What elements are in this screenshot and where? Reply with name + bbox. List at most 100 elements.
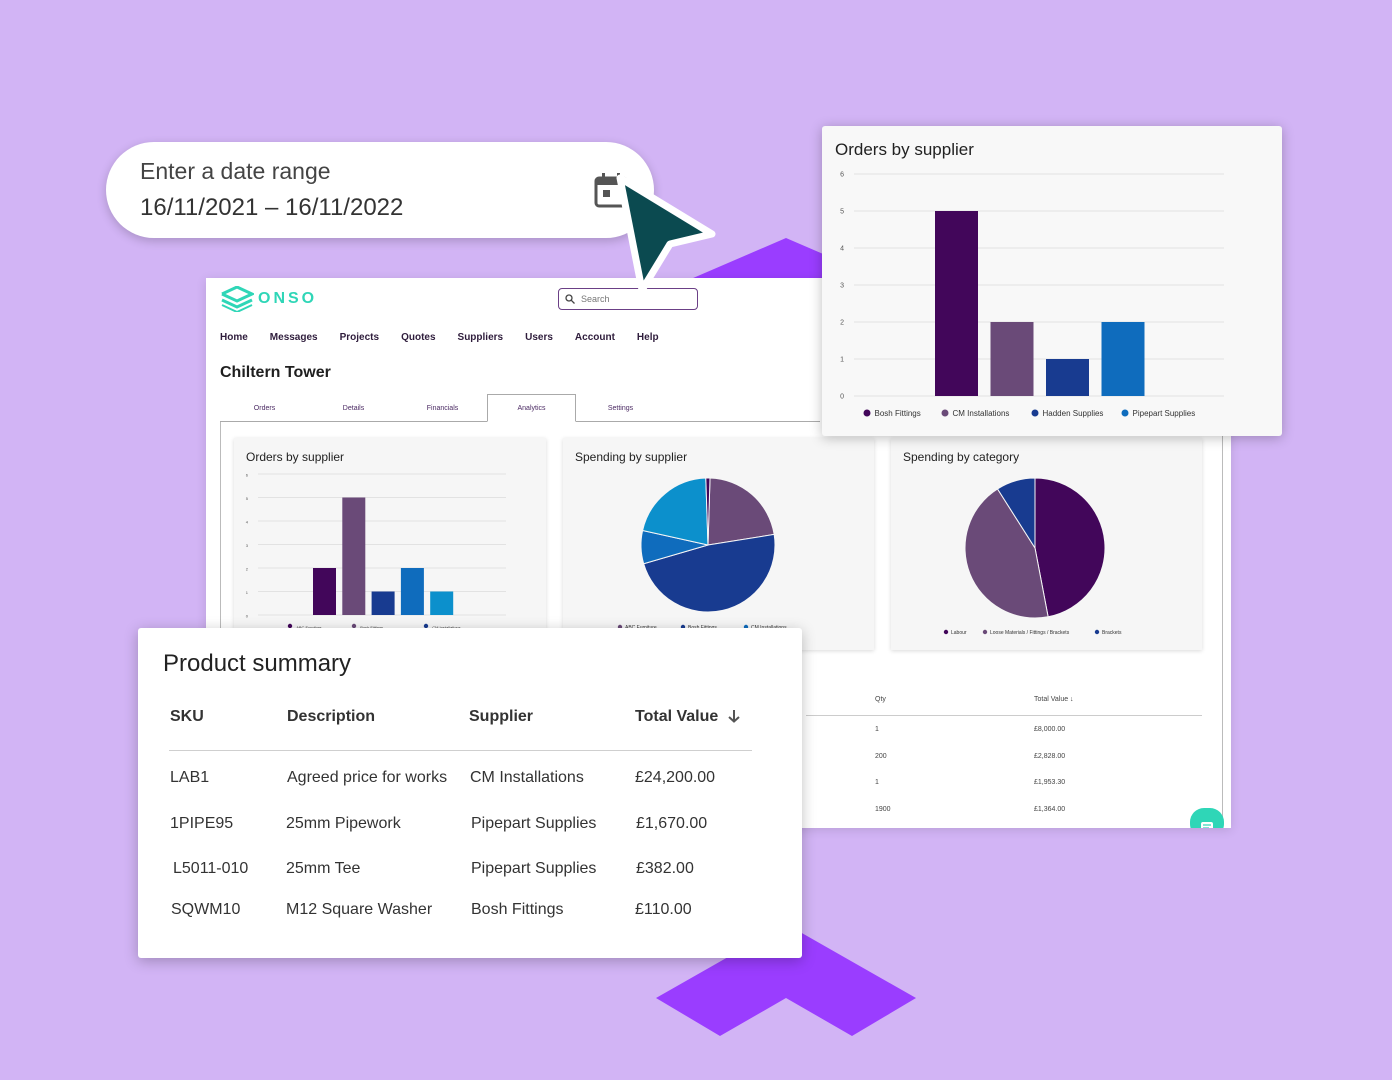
column-header-sku[interactable]: SKU (170, 708, 204, 725)
tab-settings[interactable]: Settings (607, 404, 634, 412)
bar (371, 591, 395, 615)
logo-icon (221, 286, 254, 312)
card-title: Spending by supplier (575, 450, 688, 464)
pie-slice (996, 477, 1036, 550)
nav-home[interactable]: Home (220, 332, 248, 343)
y-tick-label: 4 (840, 246, 844, 253)
table-cell-supplier: Bosh Fittings (471, 901, 564, 918)
table-cell-total: £24,200.00 (635, 769, 716, 786)
date-range-label: Enter a date range (140, 158, 331, 184)
legend-label: Pipepart Supplies (1133, 409, 1196, 418)
y-tick-label: 1 (246, 590, 249, 595)
nav-projects[interactable]: Projects (339, 332, 380, 343)
nav-suppliers[interactable]: Suppliers (457, 332, 504, 343)
legend-marker (423, 623, 429, 629)
nav-messages[interactable]: Messages (269, 332, 318, 343)
pie-slice (1034, 477, 1106, 618)
table-divider (806, 715, 1202, 716)
chat-button[interactable] (1190, 808, 1224, 828)
date-range-value[interactable]: 16/11/2021 – 16/11/2022 (140, 194, 404, 221)
nav-users[interactable]: Users (525, 332, 553, 343)
y-tick-label: 6 (840, 172, 844, 179)
legend-label: ABC Furniture (296, 625, 322, 630)
tab-bar: Orders Details Financials Analytics Sett… (220, 394, 820, 422)
date-range-field[interactable]: Enter a date range 16/11/2021 – 16/11/20… (106, 142, 654, 238)
table-cell-sku: 1PIPE95 (170, 815, 234, 832)
bar (313, 568, 336, 615)
legend-marker (941, 409, 949, 417)
orders-overlay-card: Orders by supplier 0 1 2 3 4 5 6 Bosh Fittings C… (822, 126, 1282, 436)
table-cell-sku: SQWM10 (171, 901, 241, 918)
nav-quotes[interactable]: Quotes (401, 332, 436, 343)
table-cell-qty: 200 (875, 753, 887, 760)
table-cell-qty: 1900 (875, 806, 891, 813)
tab-details[interactable]: Details (342, 404, 365, 412)
page-title: Chiltern Tower (220, 364, 331, 381)
y-tick-label: 4 (246, 520, 249, 525)
tab-analytics[interactable]: Analytics (487, 394, 576, 422)
pie-slice (705, 477, 711, 546)
search-icon (565, 294, 575, 304)
product-summary-title: Product summary (163, 650, 352, 677)
y-tick-label: 1 (840, 357, 844, 364)
table-header-total[interactable]: Total Value ↓ (1034, 696, 1074, 703)
search-input[interactable]: Search (558, 288, 698, 310)
content-frame (220, 422, 1223, 822)
table-cell-description: Agreed price for works (287, 769, 448, 786)
column-header-total-label: Total Value (635, 708, 719, 725)
table-cell-total: £2,828.00 (1034, 753, 1066, 760)
logo-text: ONSO (258, 290, 318, 307)
bar (1046, 359, 1089, 396)
y-tick-label: 0 (246, 614, 249, 619)
nav-help[interactable]: Help (636, 332, 659, 343)
y-tick-label: 5 (246, 496, 249, 501)
bar (990, 322, 1034, 396)
table-cell-total: £1,364.00 (1034, 806, 1066, 813)
pie-slice (964, 488, 1049, 619)
column-header-supplier[interactable]: Supplier (469, 708, 534, 725)
table-cell-total: £382.00 (636, 860, 694, 877)
nav-account[interactable]: Account (574, 332, 615, 343)
cursor-pointer-icon (616, 174, 716, 294)
bar (935, 211, 978, 396)
tab-financials[interactable]: Financials (426, 404, 459, 412)
bar (430, 591, 454, 615)
arrow-down-icon (728, 710, 740, 723)
y-tick-label: 5 (840, 209, 844, 216)
tab-orders[interactable]: Orders (253, 404, 276, 412)
chat-icon (1201, 822, 1213, 828)
table-cell-total: £110.00 (635, 901, 692, 918)
y-tick-label: 2 (246, 567, 249, 572)
legend-label: CM Installations (953, 409, 1010, 418)
table-cell-total: £8,000.00 (1034, 726, 1066, 733)
bar (1101, 322, 1145, 396)
legend-label: Bosh Fittings (875, 409, 921, 418)
y-tick-label: 3 (246, 543, 249, 548)
orders-overlay-bar-chart: 0 1 2 3 4 5 6 Bosh Fittings CM Installations Hadd… (840, 172, 1224, 418)
table-cell-total: £1,670.00 (636, 815, 708, 832)
table-cell-qty: 1 (875, 779, 879, 786)
pie-slice (643, 533, 776, 613)
legend-label: Hadden Supplies (1043, 409, 1104, 418)
legend-label: Loose Materials / Fittings / Brackets (990, 630, 1070, 636)
logo[interactable]: ONSO (220, 286, 317, 312)
legend-marker (1121, 409, 1129, 417)
table-cell-supplier: Pipepart Supplies (471, 815, 597, 832)
y-tick-label: 3 (840, 283, 844, 290)
legend-label: Bosh Fittings (360, 625, 383, 630)
table-cell-qty: 1 (875, 726, 879, 733)
legend-marker (863, 409, 871, 417)
orders-overlay-title: Orders by supplier (835, 140, 974, 159)
column-header-description[interactable]: Description (287, 708, 376, 725)
table-cell-description: 25mm Pipework (286, 815, 401, 832)
legend-label: Brackets (1102, 630, 1122, 636)
y-tick-label: 2 (840, 320, 844, 327)
pie-slice (641, 477, 709, 546)
table-cell-total: £1,953.30 (1034, 779, 1066, 786)
column-header-total-value[interactable]: Total Value (635, 708, 741, 726)
table-divider (169, 750, 752, 751)
card-title: Orders by supplier (246, 450, 345, 464)
table-header-qty[interactable]: Qty (875, 696, 886, 703)
table-cell-sku: L5011-010 (173, 860, 249, 877)
